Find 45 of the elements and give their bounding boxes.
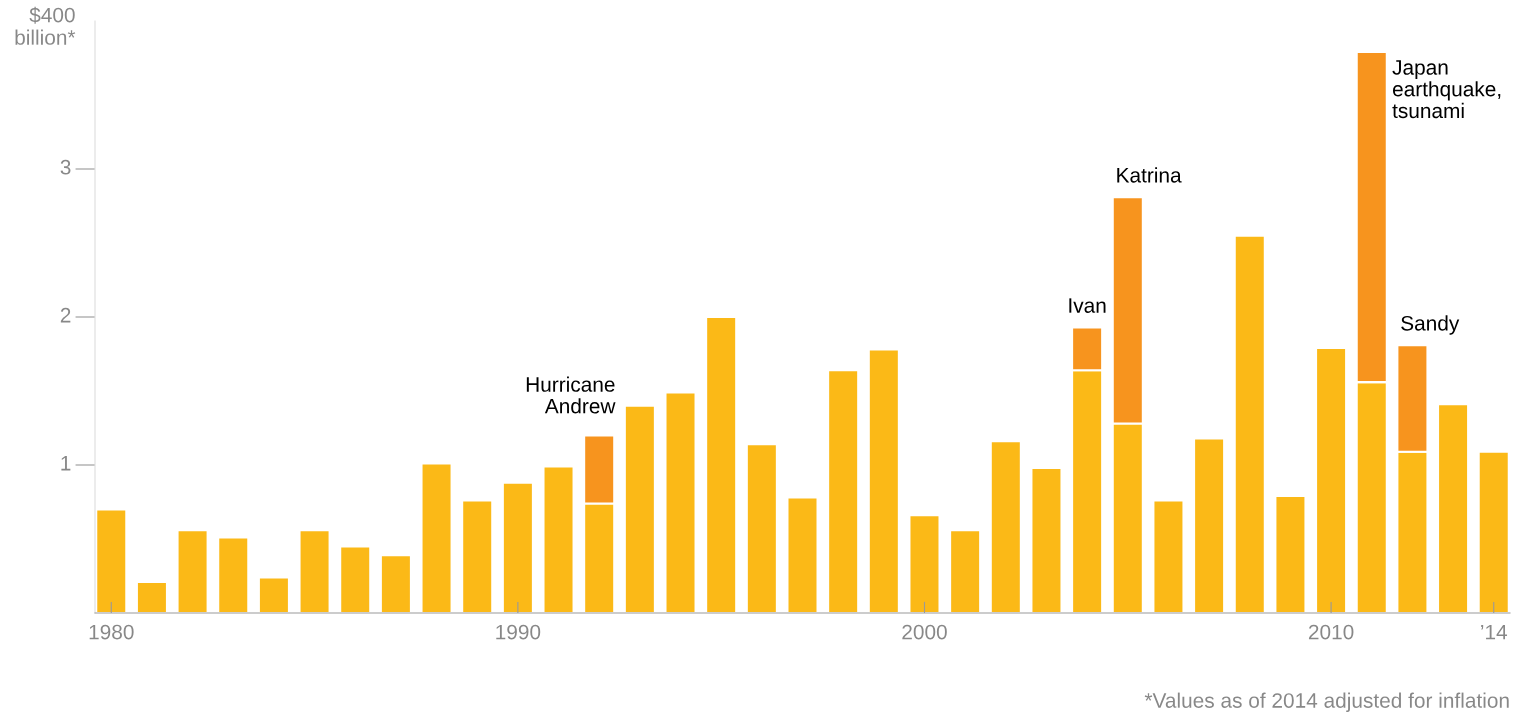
x-tick-label: ’14 [1481, 624, 1508, 640]
bar [298, 529, 331, 613]
bar [827, 369, 860, 613]
bar [420, 462, 453, 613]
bar [1233, 234, 1266, 613]
bar [95, 508, 128, 613]
bar [1477, 450, 1510, 613]
x-tick-label: 2010 [1308, 624, 1354, 640]
annotation: Sandy [1401, 315, 1460, 335]
bar [1315, 347, 1348, 613]
x-tick-label: 2000 [902, 624, 947, 640]
text: *Values as of 2014 adjusted for inflation [1144, 692, 1509, 712]
annotation: Ivan [1069, 298, 1106, 313]
bar [1193, 437, 1226, 613]
annotation: Hurricane Andrew [526, 376, 616, 414]
bar [339, 545, 372, 613]
bar [1030, 466, 1063, 613]
bar [176, 529, 209, 613]
x-tick-label: 1980 [89, 624, 134, 640]
bar [989, 440, 1022, 613]
bar [257, 576, 290, 613]
bar [786, 496, 819, 613]
bar [379, 554, 412, 613]
bar [135, 580, 169, 613]
bar [745, 443, 778, 613]
bar [461, 499, 494, 613]
bar [501, 481, 534, 613]
bar [217, 536, 250, 613]
y-axis-title: $400 billion* [15, 6, 76, 45]
bar [908, 514, 941, 613]
bar [664, 391, 697, 613]
bar [623, 404, 656, 613]
bar [1274, 495, 1307, 613]
x-tick-label: 1990 [496, 624, 541, 640]
bar [949, 529, 982, 613]
y-tick-label: 1 [61, 456, 71, 471]
annotation: Japan earthquake, tsunami [1392, 60, 1501, 119]
bar [1152, 499, 1185, 613]
y-tick-label: 3 [60, 159, 71, 175]
bar [542, 465, 575, 613]
bar [705, 315, 738, 613]
annotation: Katrina [1117, 167, 1182, 183]
bar [1436, 403, 1470, 613]
bar [867, 348, 900, 613]
y-tick-label: 2 [60, 307, 71, 323]
